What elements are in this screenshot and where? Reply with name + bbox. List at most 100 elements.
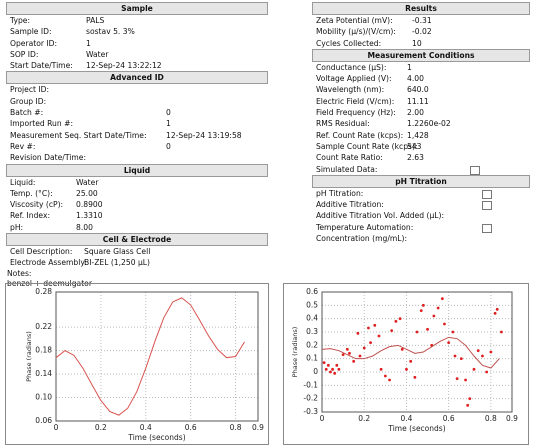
table-row: Electric Field (V/cm): 11.11 <box>312 96 530 107</box>
x-tick-label: 0.2 <box>95 423 107 432</box>
field-label: Imported Run #: <box>10 119 74 129</box>
field-value: BI-ZEL (1,250 µL) <box>84 258 150 268</box>
section-header: Liquid <box>6 163 268 177</box>
data-point <box>324 367 328 371</box>
field-label: Cell Description: <box>10 247 73 257</box>
data-point <box>383 374 387 378</box>
table-row: Sample ID: sostav 5. 3% <box>6 26 268 37</box>
field-value: 1 <box>166 119 171 129</box>
y-axis-label: Phase (radians) <box>25 331 33 382</box>
field-value: 1 <box>407 62 412 72</box>
field-value: 12-Sep-24 13:19:58 <box>166 130 242 140</box>
data-point <box>348 351 351 355</box>
y-tick-label: 0.6 <box>306 287 318 296</box>
data-point <box>489 350 493 354</box>
data-point <box>451 330 455 334</box>
field-value: 10 <box>412 38 422 48</box>
section-header: pH Titration <box>312 174 530 188</box>
table-row: Temperature Automation: <box>312 222 530 233</box>
field-label: Cycles Collected: <box>316 38 382 48</box>
field-label: Operator ID: <box>10 38 58 48</box>
field-label: pH: <box>10 222 24 232</box>
data-point <box>464 378 467 382</box>
x-tick-label: 0.2 <box>358 414 370 423</box>
table-row: Start Date/Time: 12-Sep-24 13:22:12 <box>6 60 268 71</box>
data-point <box>459 357 463 361</box>
field-label: Project ID: <box>10 85 50 95</box>
data-point <box>453 354 457 358</box>
section: Sample Type: PALS Sample ID: sostav 5. 3% Ope… <box>6 2 268 71</box>
field-label: Batch #: <box>10 108 44 118</box>
data-point <box>322 361 326 365</box>
field-label: Additive Titration Vol. Added (µL): <box>316 211 445 221</box>
field-value: Water <box>76 177 99 187</box>
x-tick-label: 0.9 <box>252 423 264 432</box>
table-row: Ref. Index: 1.3310 <box>6 210 268 221</box>
data-point <box>356 331 360 335</box>
field-label: Mobility (µ/s)/(V/cm): <box>316 27 396 37</box>
checkbox <box>482 189 492 199</box>
field-label: RMS Residual: <box>316 119 370 129</box>
data-point <box>388 378 391 382</box>
chart: -0.3 -0.2 -0.1 0 0.1 0.2 0.3 0.4 0.5 0.6 0 0.2 0.4 0.… <box>291 287 518 433</box>
x-tick-label: 0.8 <box>230 423 242 432</box>
field-label: Wavelength (nm): <box>316 85 385 95</box>
checkbox <box>482 201 492 211</box>
y-tick-label: 0.4 <box>306 314 318 323</box>
left-column: Sample Type: PALS Sample ID: sostav 5. 3% Ope… <box>6 2 268 289</box>
field-label: Measurement Seq. Start Date/Time: <box>10 130 147 140</box>
field-label: Electric Field (V/cm): <box>316 96 395 106</box>
data-point <box>421 303 425 307</box>
section-header: Measurement Conditions <box>312 48 530 62</box>
table-row: pH: 8.00 <box>6 222 268 233</box>
table-row: Revision Date/Time: <box>6 152 268 163</box>
field-label: Simulated Data: <box>316 164 378 174</box>
y-tick-label: -0.3 <box>303 407 318 416</box>
table-row: Zeta Potential (mV): -0.31 <box>312 15 530 26</box>
section-header: Sample <box>6 2 268 15</box>
data-point <box>394 319 398 323</box>
data-point <box>419 309 423 313</box>
table-row: Electrode Assembly: BI-ZEL (1,250 µL) <box>6 257 268 268</box>
notes-label: Notes: <box>7 268 32 278</box>
field-label: Viscosity (cP): <box>10 200 64 210</box>
data-point <box>400 347 404 351</box>
data-point <box>426 327 429 331</box>
data-point <box>379 367 383 371</box>
data-point <box>481 354 484 358</box>
data-point <box>362 346 366 350</box>
field-value: Water <box>86 49 109 59</box>
data-point <box>367 326 370 330</box>
table-row: Project ID: <box>6 84 268 95</box>
y-tick-label: 0.10 <box>35 393 52 402</box>
y-tick-label: 0.3 <box>306 327 318 336</box>
table-row: Sample Count Rate (kcps): 543 <box>312 141 530 152</box>
field-label: Ref. Index: <box>10 211 51 221</box>
table-row: Ref. Count Rate (kcps): 1,428 <box>312 130 530 141</box>
data-point <box>331 367 334 371</box>
chart-panel: -0.3 -0.2 -0.1 0 0.1 0.2 0.3 0.4 0.5 0.6 0 0.2 0.4 0.… <box>283 283 529 445</box>
table-row: Operator ID: 1 <box>6 38 268 49</box>
data-point <box>440 297 444 301</box>
field-label: Sample ID: <box>10 27 52 37</box>
field-value: 0 <box>166 141 171 151</box>
data-point <box>377 334 381 338</box>
x-tick-label: 0.8 <box>485 414 497 423</box>
table-row: Measurement Seq. Start Date/Time: 12-Sep-… <box>6 130 268 141</box>
y-tick-label: 0.18 <box>35 346 52 355</box>
field-value: 0.8900 <box>76 200 103 210</box>
field-value: -0.02 <box>412 27 432 37</box>
data-point <box>436 306 440 310</box>
data-point <box>409 359 413 363</box>
table-row: Field Frequency (Hz): 2.00 <box>312 107 530 118</box>
data-point <box>358 354 362 358</box>
field-value: 1,428 <box>407 130 429 140</box>
data-point <box>373 323 377 327</box>
data-point <box>390 329 394 333</box>
y-tick-label: 0.06 <box>35 416 52 425</box>
field-value: 543 <box>407 141 422 151</box>
field-label: Start Date/Time: <box>10 61 73 71</box>
field-label: Count Rate Ratio: <box>316 153 383 163</box>
field-label: Conductance (µS): <box>316 62 387 72</box>
